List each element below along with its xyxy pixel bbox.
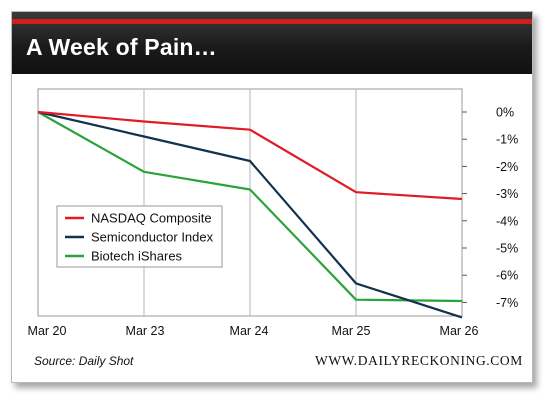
- chart-title: A Week of Pain…: [26, 34, 217, 60]
- legend-label: Biotech iShares: [91, 249, 183, 264]
- legend-label: Semiconductor Index: [91, 230, 214, 245]
- website-url: WWW.DAILYRECKONING.COM: [315, 353, 523, 368]
- legend-label: NASDAQ Composite: [91, 211, 212, 226]
- x-tick-label: Mar 26: [440, 324, 479, 338]
- y-tick-label: -6%: [496, 269, 518, 283]
- y-tick-label: -3%: [496, 187, 518, 201]
- chart-header: A Week of Pain…: [12, 12, 532, 74]
- legend-box: [56, 205, 223, 268]
- series-line: [37, 110, 463, 201]
- y-tick-label: -1%: [496, 133, 518, 147]
- x-tick-label: Mar 25: [332, 324, 371, 338]
- y-tick-label: -5%: [496, 242, 518, 256]
- series-line: [37, 110, 463, 319]
- x-tick-label: Mar 20: [28, 324, 67, 338]
- x-tick-label: Mar 23: [126, 324, 165, 338]
- y-tick-label: -2%: [496, 160, 518, 174]
- x-tick-label: Mar 24: [230, 324, 269, 338]
- series-line: [37, 111, 463, 303]
- source-note: Source: Daily Shot: [34, 354, 134, 368]
- y-tick-label: -4%: [496, 214, 518, 228]
- y-tick-label: -7%: [496, 296, 518, 310]
- header-stripe: [12, 19, 532, 24]
- y-tick-label: 0%: [496, 106, 514, 120]
